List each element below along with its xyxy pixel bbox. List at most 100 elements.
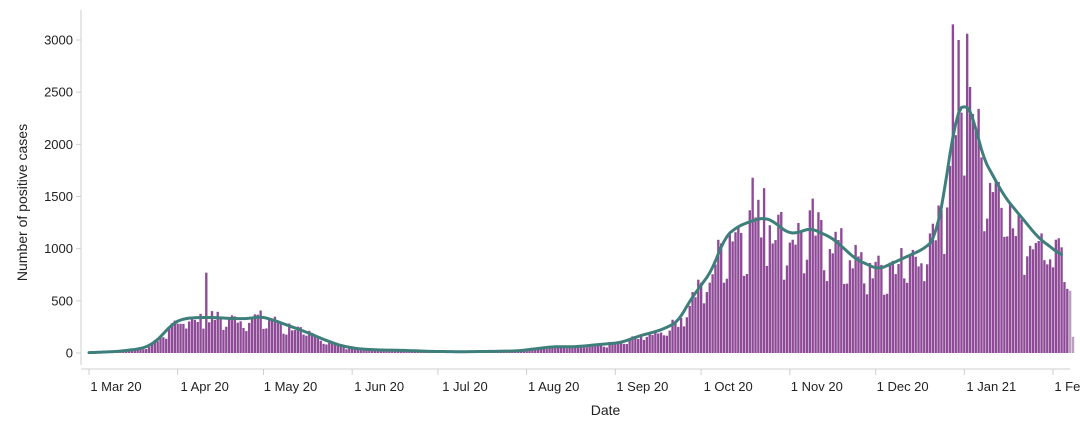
x-tick-label: 1 Feb 21: [1054, 379, 1080, 394]
bar: [562, 347, 566, 353]
bar: [768, 225, 771, 353]
bar: [279, 323, 282, 353]
x-tick-label: 1 Sep 20: [616, 379, 668, 394]
bar: [963, 175, 966, 353]
bar: [728, 233, 731, 353]
bar: [782, 279, 786, 353]
bar: [325, 344, 328, 353]
bar: [608, 342, 611, 353]
bar: [328, 342, 331, 353]
bar: [986, 218, 989, 353]
bar: [133, 349, 136, 353]
bar: [296, 326, 299, 353]
bar: [125, 351, 128, 353]
bar: [356, 349, 360, 353]
bar: [147, 346, 151, 353]
bar: [628, 339, 631, 353]
bar: [645, 336, 648, 353]
bar: [754, 217, 757, 353]
bar: [1020, 219, 1023, 353]
bar: [576, 346, 580, 353]
bar: [780, 211, 783, 353]
bar: [233, 316, 237, 353]
x-tick-label: 1 Nov 20: [791, 379, 843, 394]
bar: [142, 349, 145, 353]
bar: [948, 165, 952, 353]
bar: [554, 345, 557, 353]
bar: [920, 263, 923, 353]
bar: [642, 340, 646, 353]
bar: [854, 244, 857, 353]
bar: [868, 262, 872, 353]
bar: [639, 336, 643, 353]
bar: [167, 328, 171, 353]
bar: [834, 231, 837, 353]
bar: [285, 334, 288, 353]
bar: [579, 346, 583, 353]
bar: [788, 242, 792, 353]
bar: [602, 346, 606, 353]
bar: [694, 297, 697, 353]
bar: [305, 335, 308, 353]
bar: [351, 347, 354, 353]
bar: [313, 334, 317, 353]
bar: [843, 283, 846, 353]
bar: [565, 348, 568, 353]
bar: [682, 326, 686, 353]
x-tick-label: 1 Jul 20: [442, 379, 488, 394]
bar: [1011, 228, 1015, 353]
bar: [857, 256, 860, 353]
bar: [173, 320, 176, 353]
bar: [840, 228, 843, 353]
bar: [968, 86, 972, 353]
bar: [617, 343, 620, 353]
bar: [339, 346, 342, 353]
bar: [648, 332, 651, 353]
bar: [814, 235, 817, 353]
bar: [371, 349, 374, 353]
bar: [997, 181, 1000, 353]
bar: [685, 317, 689, 353]
bar: [820, 219, 823, 353]
bar: [136, 349, 139, 353]
bar: [894, 274, 897, 353]
bar: [159, 337, 162, 353]
bar: [614, 342, 617, 353]
bar: [162, 337, 165, 353]
bar: [319, 340, 322, 353]
bar: [330, 342, 334, 353]
bar: [659, 332, 663, 353]
bar: [139, 348, 142, 353]
bar: [903, 278, 906, 353]
bar: [588, 344, 591, 353]
bar: [1003, 236, 1006, 353]
bar: [365, 350, 368, 353]
bar: [273, 316, 277, 353]
bar: [310, 332, 314, 353]
bar: [917, 266, 920, 353]
bar: [1026, 256, 1029, 353]
bar: [268, 318, 271, 353]
bar: [522, 351, 525, 353]
bar: [1071, 336, 1075, 353]
bar: [874, 261, 877, 353]
bar: [860, 252, 863, 353]
bar: [193, 319, 197, 353]
bar: [1028, 245, 1032, 353]
bar: [699, 282, 703, 353]
bar: [905, 282, 909, 353]
bar: [831, 253, 834, 353]
bar: [671, 319, 674, 353]
bar: [911, 249, 915, 353]
bar: [322, 343, 325, 353]
bar: [991, 192, 995, 353]
bar: [822, 270, 826, 353]
bar: [891, 260, 894, 353]
bar: [290, 330, 294, 353]
bar: [187, 321, 191, 353]
bar: [954, 135, 957, 353]
bar: [825, 281, 829, 353]
bar: [242, 327, 245, 353]
bar: [802, 273, 806, 353]
bar: [1014, 236, 1017, 353]
